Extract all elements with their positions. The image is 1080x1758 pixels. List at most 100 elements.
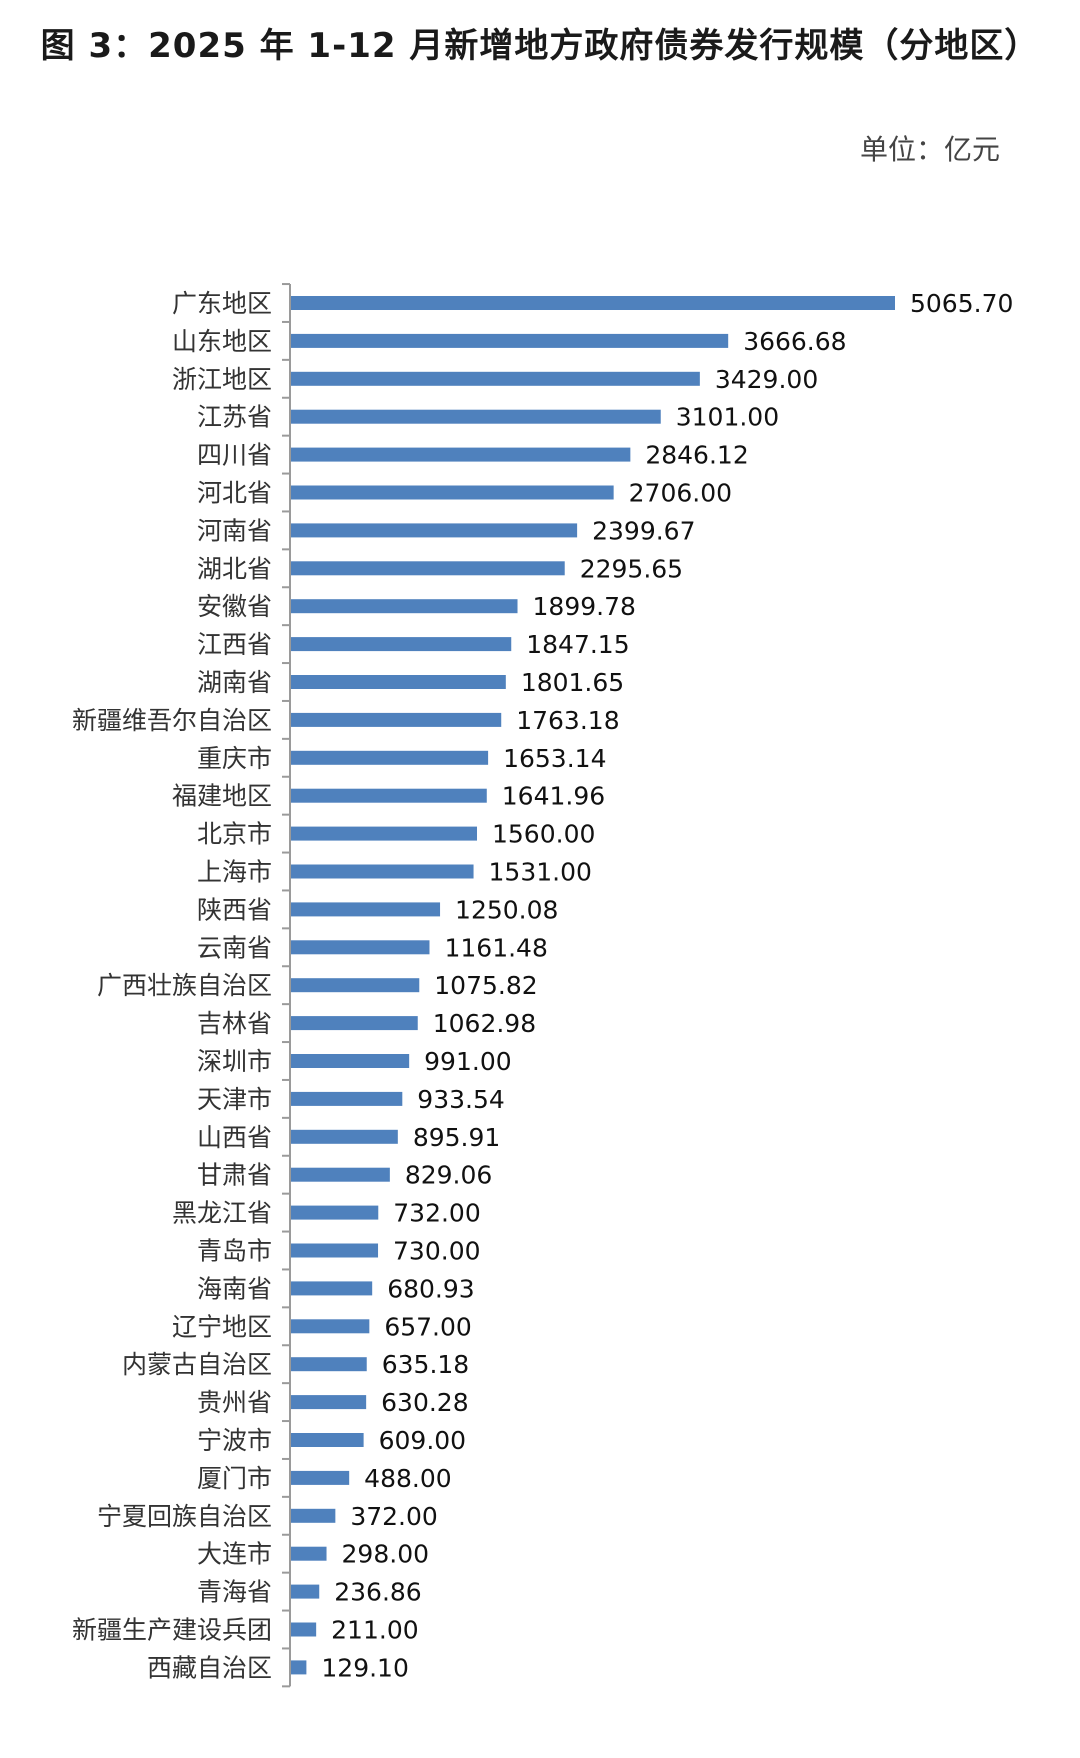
value-label: 657.00 [384, 1312, 471, 1341]
value-label: 1250.08 [455, 895, 558, 924]
bar [291, 1129, 398, 1144]
bar [291, 1167, 390, 1182]
category-label: 北京市 [197, 820, 272, 849]
value-label: 933.54 [417, 1085, 504, 1114]
value-label: 1075.82 [434, 971, 537, 1000]
value-label: 895.91 [413, 1123, 500, 1152]
bar [291, 1054, 410, 1068]
bar [291, 864, 474, 879]
value-label: 2295.65 [580, 554, 683, 583]
bar [291, 409, 661, 424]
value-label: 2399.67 [592, 516, 695, 545]
category-label: 四川省 [197, 441, 272, 470]
category-label: 广东地区 [172, 289, 272, 318]
bar [291, 1243, 379, 1258]
category-label: 吉林省 [197, 1009, 272, 1038]
bar [291, 485, 614, 500]
bar [291, 1508, 336, 1523]
value-label: 1653.14 [503, 744, 606, 773]
category-label: 江西省 [197, 630, 272, 659]
category-label: 宁波市 [197, 1426, 272, 1455]
bar [291, 371, 700, 386]
category-label: 内蒙古自治区 [122, 1350, 272, 1379]
value-label: 1560.00 [492, 820, 595, 849]
bar [291, 1546, 327, 1561]
bars-layer: 广东地区 5065.70 山东地区 3666.68 浙江地区 3429.00 江苏省 3101… [72, 283, 1013, 1688]
category-label: 河南省 [197, 516, 272, 545]
chart-title: 图 3：2025 年 1-12 月新增地方政府债券发行规模（分地区） [40, 26, 1040, 66]
value-label: 2706.00 [629, 479, 732, 508]
value-label: 2846.12 [645, 441, 748, 470]
value-label: 3101.00 [676, 403, 779, 432]
value-label: 609.00 [379, 1426, 466, 1455]
bar [291, 296, 895, 310]
category-label: 宁夏回族自治区 [97, 1502, 272, 1531]
bar [291, 1205, 379, 1220]
bar [291, 637, 512, 652]
value-label: 1531.00 [489, 858, 592, 887]
value-label: 3429.00 [715, 365, 818, 394]
bar [291, 333, 729, 348]
category-label: 黑龙江省 [172, 1199, 272, 1228]
bar [291, 1584, 320, 1599]
category-label: 陕西省 [197, 895, 272, 924]
bar [291, 1281, 373, 1296]
category-label: 云南省 [197, 933, 272, 962]
category-label: 青海省 [197, 1578, 272, 1607]
category-label: 大连市 [197, 1540, 272, 1569]
category-label: 重庆市 [197, 744, 272, 773]
value-label: 1899.78 [533, 592, 636, 621]
bar [291, 1470, 350, 1485]
value-label: 1763.18 [516, 706, 619, 735]
bar [291, 826, 478, 841]
value-label: 1801.65 [521, 668, 624, 697]
value-label: 372.00 [350, 1502, 437, 1531]
bar [291, 902, 441, 917]
category-label: 山东地区 [172, 327, 272, 356]
category-label: 江苏省 [197, 403, 272, 432]
category-label: 山西省 [197, 1123, 272, 1152]
category-label: 安徽省 [197, 592, 272, 621]
bar [291, 523, 578, 538]
category-label: 青岛市 [197, 1237, 272, 1266]
value-label: 5065.70 [910, 289, 1013, 318]
bar [291, 1433, 364, 1447]
value-label: 298.00 [342, 1540, 429, 1569]
bar [291, 940, 430, 955]
value-label: 3666.68 [743, 327, 846, 356]
bar [291, 712, 502, 727]
category-label: 浙江地区 [172, 365, 272, 394]
category-label: 河北省 [197, 479, 272, 508]
category-label: 甘肃省 [197, 1161, 272, 1190]
category-label: 天津市 [197, 1085, 272, 1114]
bar [291, 561, 565, 576]
category-label: 新疆维吾尔自治区 [72, 706, 272, 735]
value-label: 680.93 [387, 1274, 474, 1303]
value-label: 829.06 [405, 1161, 492, 1190]
category-label: 西藏自治区 [147, 1653, 272, 1682]
category-label: 深圳市 [197, 1047, 272, 1076]
bar [291, 1357, 367, 1372]
bar [291, 750, 489, 765]
bar [291, 1319, 370, 1334]
bar [291, 599, 518, 614]
value-label: 236.86 [334, 1578, 421, 1607]
bar [291, 788, 487, 803]
value-label: 991.00 [424, 1047, 511, 1076]
value-label: 1641.96 [502, 782, 605, 811]
value-label: 635.18 [382, 1350, 469, 1379]
category-label: 湖南省 [197, 668, 272, 697]
bar [291, 1395, 367, 1410]
category-label: 湖北省 [197, 554, 272, 583]
value-label: 129.10 [321, 1653, 408, 1682]
unit-label: 单位：亿元 [859, 133, 1000, 166]
bar [291, 1622, 317, 1637]
category-label: 福建地区 [172, 782, 272, 811]
category-label: 海南省 [197, 1274, 272, 1303]
value-label: 630.28 [381, 1388, 468, 1417]
bar [291, 1016, 418, 1031]
value-label: 1847.15 [526, 630, 629, 659]
value-label: 211.00 [331, 1616, 418, 1645]
category-label: 辽宁地区 [172, 1312, 272, 1341]
